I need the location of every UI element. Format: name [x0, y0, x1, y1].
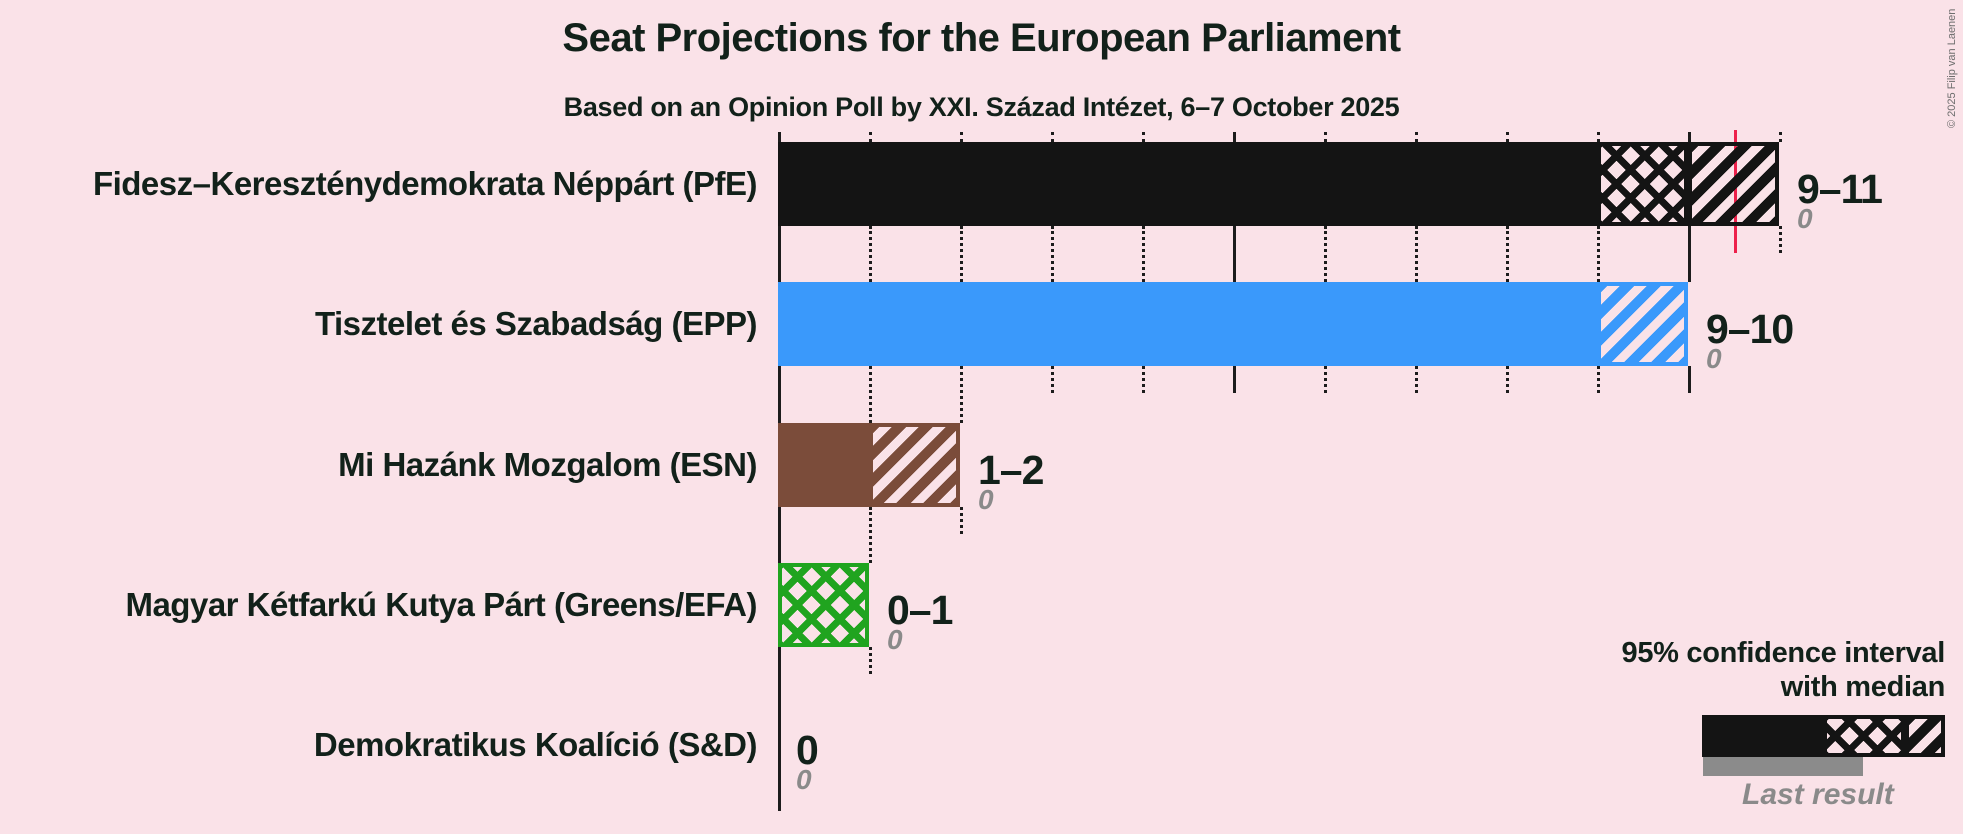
confidence-interval-bar — [778, 282, 1688, 366]
legend-last-result-bar — [1703, 757, 1863, 776]
bar-crosshatch-segment — [778, 563, 869, 647]
major-gridline — [1233, 226, 1236, 282]
minor-gridline — [869, 366, 872, 423]
minor-gridline — [1415, 132, 1418, 142]
bar-solid-segment — [778, 423, 869, 507]
minor-gridline — [960, 132, 963, 142]
minor-gridline — [1506, 132, 1509, 142]
major-gridline — [1688, 366, 1691, 393]
minor-gridline — [1324, 226, 1327, 282]
last-result-value: 0 — [796, 764, 812, 795]
minor-gridline — [1142, 226, 1145, 282]
bar-crosshatch-segment — [1597, 142, 1688, 226]
party-label: Mi Hazánk Mozgalom (ESN) — [338, 446, 757, 483]
minor-gridline — [1324, 132, 1327, 142]
bar-diagonal-segment — [1597, 282, 1688, 366]
chart-subtitle: Based on an Opinion Poll by XXI. Század … — [563, 92, 1400, 122]
party-label: Magyar Kétfarkú Kutya Párt (Greens/EFA) — [125, 586, 757, 623]
minor-gridline — [1597, 226, 1600, 282]
legend-sample-bar — [1702, 715, 1945, 757]
major-gridline — [1688, 226, 1691, 282]
bar-solid-segment — [778, 282, 1597, 366]
minor-gridline — [1415, 226, 1418, 282]
major-gridline — [1688, 132, 1691, 142]
copyright-notice: © 2025 Filip van Laenen — [1946, 8, 1958, 128]
minor-gridline — [1324, 366, 1327, 393]
minor-gridline — [960, 366, 963, 423]
bar-diagonal-segment — [1688, 142, 1779, 226]
minor-gridline — [1051, 226, 1054, 282]
minor-gridline — [1597, 132, 1600, 142]
legend-ci-text: 95% confidence interval with median — [1621, 637, 1946, 703]
minor-gridline — [1051, 366, 1054, 393]
confidence-interval-bar — [778, 142, 1779, 226]
last-result-value: 0 — [1797, 203, 1813, 234]
minor-gridline — [1506, 226, 1509, 282]
minor-gridline — [1779, 132, 1782, 142]
legend-crosshatch-segment — [1823, 715, 1905, 757]
party-label: Tisztelet és Szabadság (EPP) — [314, 305, 758, 342]
party-label: Demokratikus Koalíció (S&D) — [313, 726, 758, 763]
minor-gridline — [960, 226, 963, 282]
minor-gridline — [1142, 366, 1145, 393]
minor-gridline — [1506, 366, 1509, 393]
legend-diagonal-segment — [1905, 715, 1945, 757]
seat-range-label: 9–10 — [1706, 306, 1794, 352]
minor-gridline — [869, 647, 872, 674]
minor-gridline — [1597, 366, 1600, 393]
seat-range-label: 0 — [796, 727, 819, 773]
last-result-value: 0 — [887, 624, 903, 655]
confidence-interval-bar — [778, 423, 960, 507]
bar-solid-segment — [778, 142, 1597, 226]
minor-gridline — [869, 132, 872, 142]
minor-gridline — [1051, 132, 1054, 142]
seat-range-label: 0–1 — [887, 587, 953, 633]
last-result-value: 0 — [1706, 343, 1722, 374]
minor-gridline — [1415, 366, 1418, 393]
legend-solid-segment — [1702, 715, 1823, 757]
seat-range-label: 9–11 — [1797, 166, 1883, 212]
party-label: Fidesz–Kereszténydemokrata Néppárt (PfE) — [92, 165, 758, 202]
seat-range-label: 1–2 — [978, 447, 1044, 493]
minor-gridline — [960, 507, 963, 534]
last-result-value: 0 — [978, 484, 994, 515]
bar-diagonal-segment — [869, 423, 960, 507]
minor-gridline — [1142, 132, 1145, 142]
minor-gridline — [869, 507, 872, 563]
major-gridline — [1233, 366, 1236, 393]
minor-gridline — [869, 226, 872, 282]
legend-last-result-label: Last result — [1742, 778, 1894, 811]
chart-title: Seat Projections for the European Parlia… — [562, 16, 1401, 60]
minor-gridline — [1779, 226, 1782, 253]
major-gridline — [1233, 132, 1236, 142]
confidence-interval-bar — [778, 563, 869, 647]
